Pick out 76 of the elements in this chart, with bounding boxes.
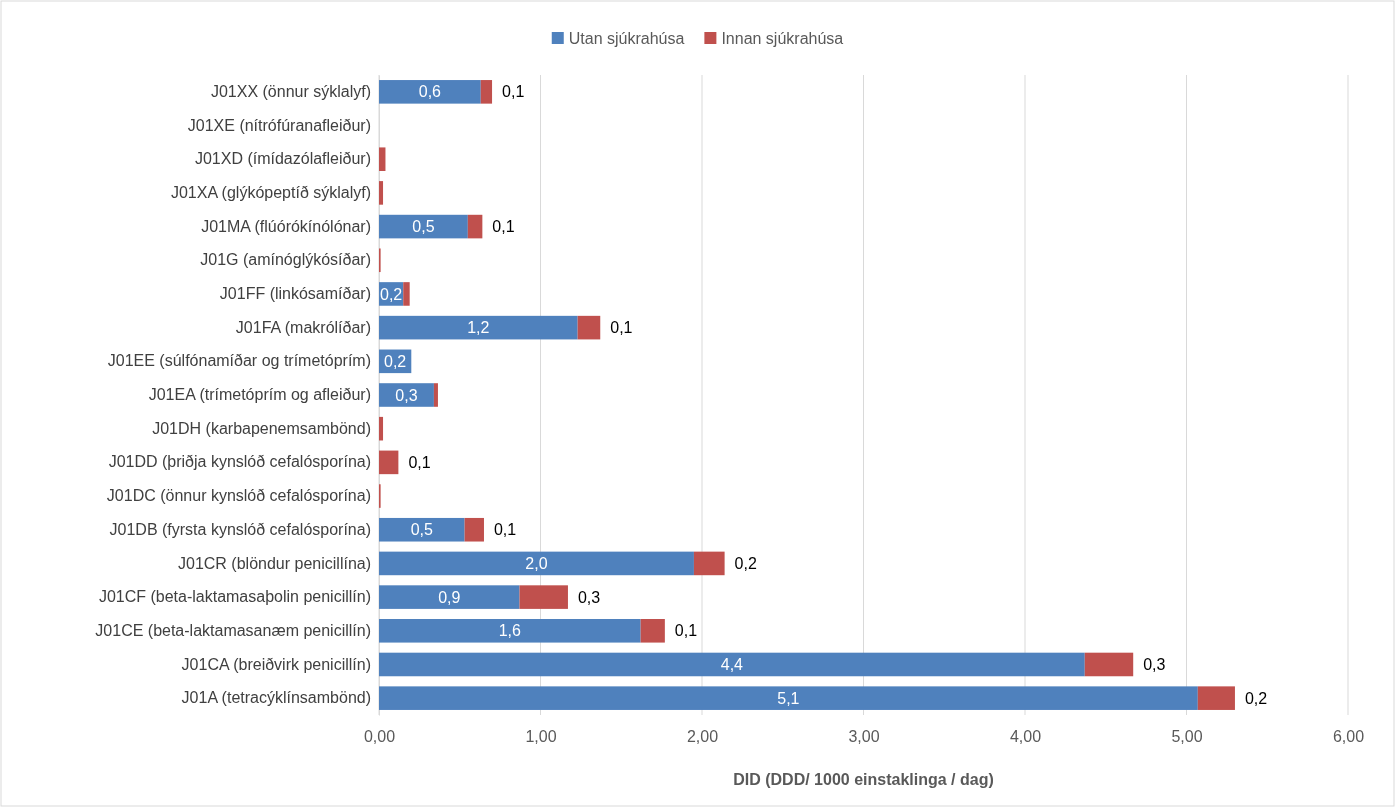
y-tick-label: J01FF (linkósamíðar) [219,285,371,303]
bar [379,214,468,239]
y-tick-label: J01DC (önnur kynslóð cefalósporína) [106,487,371,505]
y-tick-label: J01XD (ímídazólafleiður) [194,150,371,168]
y-tick-label: J01EA (trímetóprím og afleiður) [148,386,371,404]
y-tick-label: J01CR (blöndur penicillína) [178,554,371,572]
data-label: 0,5 [410,521,434,539]
y-tick-label: J01G (amínóglýkósíðar) [200,251,371,269]
data-label: 0,2 [384,352,407,370]
x-tick-label: 1,00 [525,728,557,746]
legend-label: Innan sjúkrahúsa [721,29,844,47]
data-label: 0,9 [438,588,461,606]
y-tick-label: J01DH (karbapenemsambönd) [152,419,371,437]
y-tick-label: J01XE (nítrófúranafleiður) [187,116,371,134]
data-label: 0,1 [493,521,517,539]
bar [467,214,483,239]
data-label: 5,1 [777,689,800,707]
x-tick-label: 6,00 [1332,728,1365,746]
bar [379,416,384,441]
bar [1084,652,1134,677]
bar [480,80,493,104]
bar [464,517,484,542]
x-tick-label: 5,00 [1171,728,1203,746]
data-label: 0,2 [1244,689,1268,707]
bar [379,80,481,104]
bar [433,383,438,407]
data-label: 0,2 [379,285,403,303]
bar [379,517,465,542]
data-label: 2,0 [525,555,548,573]
bar [379,450,399,475]
y-tick-label: J01CA (breiðvirk penicillín) [181,655,371,673]
bar [1197,686,1235,710]
x-tick-label: 4,00 [1009,728,1042,746]
data-label: 0,1 [502,83,525,101]
data-label: 0,1 [408,453,431,471]
y-tick-label: J01A (tetracýklínsambönd) [181,689,371,707]
data-label: 0,1 [610,319,633,337]
data-label: 0,2 [734,555,757,573]
legend-label: Utan sjúkrahúsa [568,29,685,47]
bar [379,181,384,205]
bar [693,551,725,576]
x-axis-title: DID (DDD/ 1000 einstaklinga / dag) [733,771,994,788]
y-tick-label: J01FA (makrólíðar) [235,318,371,336]
y-tick-label: J01DD (þriðja kynslóð cefalósporína) [108,453,371,471]
bar [519,585,568,609]
x-tick-label: 0,00 [363,728,396,746]
bar [640,619,665,643]
bar [379,551,694,576]
bar [577,315,601,340]
x-tick-label: 3,00 [848,728,880,746]
data-label: 0,3 [577,588,601,606]
y-tick-label: J01MA (flúórókínólónar) [201,217,371,235]
bar [379,315,578,340]
bar [379,585,520,609]
y-tick-label: J01XX (önnur sýklalyf) [210,82,371,100]
bar [379,686,1198,710]
data-label: 0,1 [492,218,515,236]
data-label: 0,1 [674,622,698,640]
data-label: 4,4 [720,656,744,674]
bar [379,619,641,643]
data-label: 0,3 [395,386,418,404]
y-tick-label: J01CF (beta-laktamasaþolin penicillín) [98,588,371,606]
data-label: 0,5 [412,218,435,236]
bar [379,383,434,407]
bar [379,147,386,171]
y-tick-label: J01CE (beta-laktamasanæm penicillín) [95,621,371,639]
y-tick-label: J01DB (fyrsta kynslóð cefalósporína) [109,520,371,538]
data-label: 0,3 [1143,656,1166,674]
data-label: 0,6 [418,83,442,101]
y-tick-label: J01EE (súlfónamíðar og trímetóprím) [107,352,371,370]
data-label: 1,2 [467,319,490,337]
y-tick-label: J01XA (glýkópeptíð sýklalyf) [170,184,371,202]
data-label: 1,6 [498,622,522,640]
bar [379,652,1085,677]
bar [403,282,410,306]
x-tick-label: 2,00 [686,728,719,746]
